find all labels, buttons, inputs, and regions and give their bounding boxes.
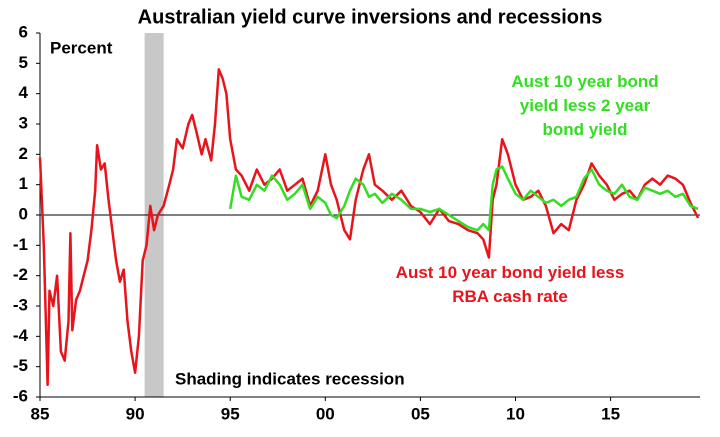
y-tick-label: -1 — [13, 235, 28, 254]
chart-title: Australian yield curve inversions and re… — [138, 6, 603, 28]
y-tick-label: 4 — [19, 83, 29, 102]
x-tick-label: 15 — [601, 404, 620, 423]
y-tick-label: -3 — [13, 295, 28, 314]
series-line — [228, 165, 699, 232]
x-tick-label: 90 — [126, 404, 145, 423]
y-tick-label: 2 — [19, 144, 28, 163]
y-tick-label: 1 — [19, 174, 28, 193]
x-tick-label: 05 — [411, 404, 430, 423]
x-tick-label: 85 — [31, 404, 50, 423]
y-tick-label: 0 — [19, 204, 28, 223]
series-label: Aust 10 year bond yield less 2 year bond… — [511, 72, 659, 139]
y-tick-label: 6 — [19, 22, 28, 41]
y-tick-label: -5 — [13, 356, 28, 375]
series-line — [38, 68, 700, 387]
x-tick-label: 00 — [316, 404, 335, 423]
y-tick-label: -6 — [13, 386, 28, 405]
x-tick-label: 95 — [221, 404, 240, 423]
y-axis-label: Percent — [50, 38, 113, 57]
y-tick-label: 3 — [19, 113, 28, 132]
y-tick-label: 5 — [19, 53, 28, 72]
y-tick-label: -2 — [13, 265, 28, 284]
x-tick-label: 10 — [506, 404, 525, 423]
series-label: Aust 10 year bond yield less RBA cash ra… — [395, 263, 625, 306]
annotation: Shading indicates recession — [175, 369, 405, 388]
y-tick-label: -4 — [13, 326, 29, 345]
